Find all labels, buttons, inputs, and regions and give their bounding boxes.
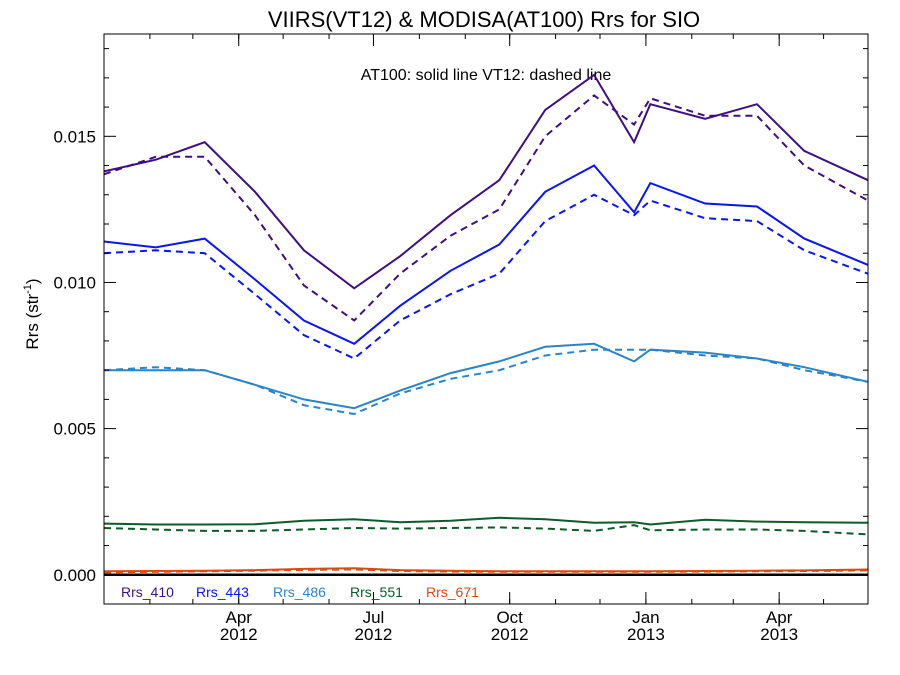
y-tick-label: 0.015 bbox=[53, 127, 96, 146]
legend-item-Rrs_671: Rrs_671 bbox=[426, 584, 479, 600]
y-tick-label: 0.000 bbox=[53, 566, 96, 585]
x-tick-label-year: 2013 bbox=[627, 625, 665, 644]
chart-title: VIIRS(VT12) & MODISA(AT100) Rrs for SIO bbox=[268, 7, 700, 32]
series-line-Rrs_443-solid bbox=[103, 164, 869, 345]
series-line-Rrs_671-dashed bbox=[103, 568, 869, 574]
line-style-annotation: AT100: solid line VT12: dashed line bbox=[361, 67, 612, 84]
series-line-Rrs_486-dashed bbox=[103, 348, 869, 416]
x-tick-label-month: Oct bbox=[496, 608, 523, 627]
axes-layer: 0.0000.0050.0100.015Apr2012Jul2012Oct201… bbox=[53, 33, 869, 644]
legend-item-Rrs_551: Rrs_551 bbox=[350, 584, 403, 600]
x-tick-label-year: 2012 bbox=[220, 625, 258, 644]
x-tick-label-month: Apr bbox=[766, 608, 793, 627]
x-tick-label-year: 2013 bbox=[760, 625, 798, 644]
x-tick-label-month: Jan bbox=[632, 608, 659, 627]
x-tick-label-month: Apr bbox=[226, 608, 253, 627]
y-tick-label: 0.010 bbox=[53, 273, 96, 292]
series-line-Rrs_443-dashed bbox=[103, 193, 869, 360]
x-tick-label-month: Jul bbox=[363, 608, 385, 627]
series-layer bbox=[103, 73, 869, 577]
series-line-Rrs_551-dashed bbox=[103, 524, 869, 536]
x-tick-label-year: 2012 bbox=[491, 625, 529, 644]
legend-item-Rrs_410: Rrs_410 bbox=[121, 584, 174, 600]
y-tick-label: 0.005 bbox=[53, 420, 96, 439]
series-line-Rrs_486-solid bbox=[104, 342, 869, 410]
legend: Rrs_410 Rrs_443 Rrs_486 Rrs_551 Rrs_671 bbox=[121, 584, 479, 600]
series-line-Rrs_551-solid bbox=[103, 516, 869, 526]
legend-item-Rrs_443: Rrs_443 bbox=[196, 584, 249, 600]
plot-frame bbox=[103, 33, 869, 605]
legend-item-Rrs_486: Rrs_486 bbox=[273, 584, 326, 600]
x-tick-label-year: 2012 bbox=[355, 625, 393, 644]
y-axis-label: Rrs (str-1) bbox=[22, 278, 42, 349]
series-line-Rrs_410-dashed bbox=[103, 94, 869, 322]
series-line-Rrs_410-solid bbox=[103, 73, 869, 290]
